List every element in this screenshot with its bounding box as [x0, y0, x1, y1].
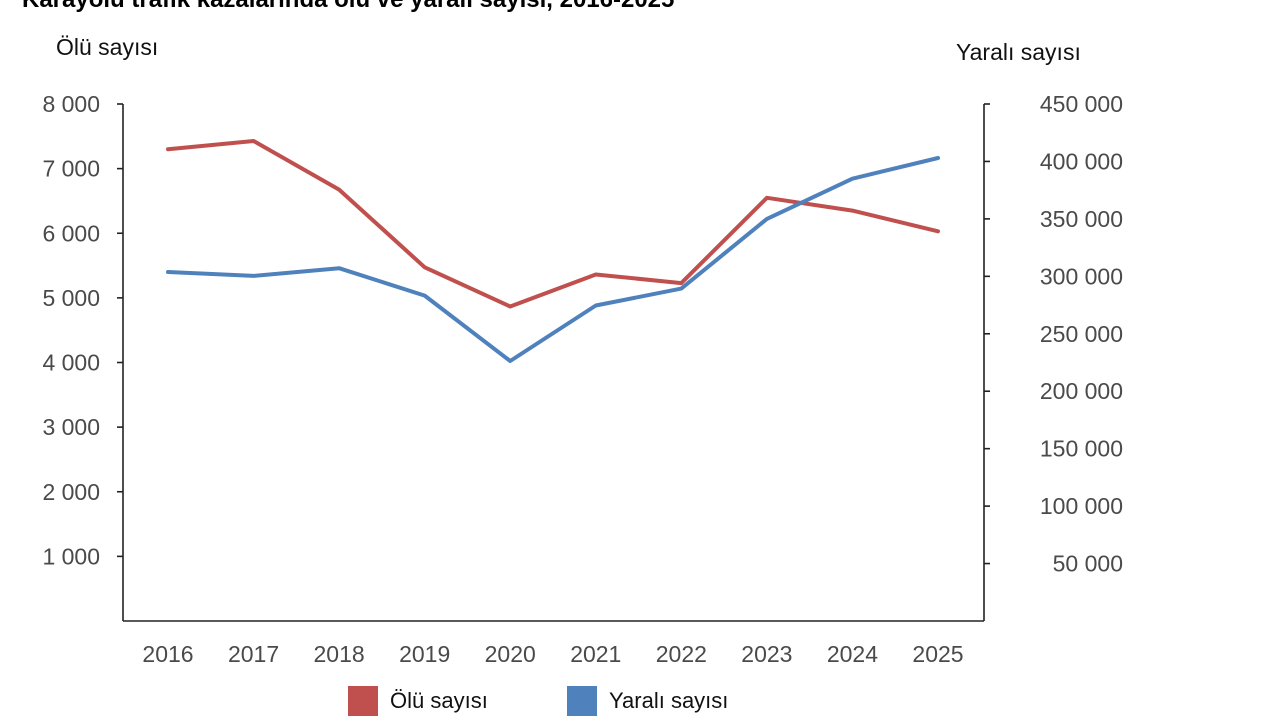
- right-tick-label: 50 000: [1053, 551, 1123, 577]
- olu-sayisi-series-line: [166, 139, 940, 309]
- right-tick-label: 450 000: [1040, 91, 1123, 117]
- right-tick-label: 350 000: [1040, 206, 1123, 232]
- left-tick-label: 6 000: [42, 220, 100, 246]
- chart-title: Karayolu trafik kazalarında ölü ve yaral…: [22, 0, 674, 13]
- yarali-sayisi-legend-label: Yaralı sayısı: [609, 688, 728, 713]
- x-tick-label: 2021: [570, 641, 621, 667]
- x-tick-label: 2019: [399, 641, 450, 667]
- axes: [122, 104, 985, 622]
- x-tick-label: 2020: [485, 641, 536, 667]
- x-tick-label: 2018: [314, 641, 365, 667]
- left-tick-label: 3 000: [42, 414, 100, 440]
- left-tick-label: 1 000: [42, 543, 100, 569]
- right-axis-ticks: 50 000 100 000 150 000 200 000 250 000 300 00…: [984, 91, 1123, 577]
- olu-sayisi-legend-swatch: [348, 686, 378, 716]
- left-tick-label: 5 000: [42, 285, 100, 311]
- x-tick-label: 2025: [912, 641, 963, 667]
- yarali-sayisi-series-line: [166, 156, 940, 363]
- olu-sayisi-legend-label: Ölü sayısı: [390, 688, 488, 713]
- right-tick-label: 200 000: [1040, 378, 1123, 404]
- left-tick-label: 7 000: [42, 156, 100, 182]
- x-tick-label: 2016: [142, 641, 193, 667]
- left-tick-label: 4 000: [42, 350, 100, 376]
- right-tick-label: 300 000: [1040, 263, 1123, 289]
- right-tick-label: 400 000: [1040, 148, 1123, 174]
- yarali-sayisi-legend-swatch: [567, 686, 597, 716]
- right-axis-title: Yaralı sayısı: [956, 39, 1081, 65]
- right-tick-label: 100 000: [1040, 493, 1123, 519]
- x-axis-ticks: 2016 2017 2018 2019 2020 2021 2022 2023 2024 2025: [142, 641, 963, 667]
- x-tick-label: 2017: [228, 641, 279, 667]
- x-tick-label: 2024: [827, 641, 878, 667]
- series-layer: [166, 139, 940, 363]
- x-tick-label: 2023: [741, 641, 792, 667]
- left-axis-title: Ölü sayısı: [56, 34, 158, 60]
- right-tick-label: 250 000: [1040, 321, 1123, 347]
- left-tick-label: 8 000: [42, 91, 100, 117]
- right-tick-label: 150 000: [1040, 436, 1123, 462]
- left-axis-ticks: 1 000 2 000 3 000 4 000 5 000 6 000 7 000 8 000: [42, 91, 123, 569]
- left-tick-label: 2 000: [42, 479, 100, 505]
- legend: Ölü sayısı Yaralı sayısı: [348, 686, 728, 716]
- x-tick-label: 2022: [656, 641, 707, 667]
